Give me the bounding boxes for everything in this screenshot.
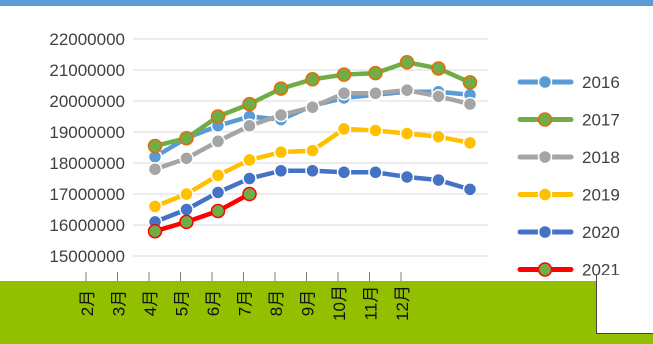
legend-label: 2019 bbox=[582, 186, 620, 205]
data-point-2019 bbox=[336, 121, 352, 137]
data-point-2019 bbox=[462, 135, 478, 151]
legend-label: 2016 bbox=[582, 73, 620, 92]
data-point-2018 bbox=[431, 89, 446, 104]
data-point-2021 bbox=[179, 214, 194, 230]
x-tick-label: 10月 bbox=[330, 285, 349, 321]
x-tick-label: 11月 bbox=[362, 286, 381, 321]
data-point-2019 bbox=[179, 186, 194, 202]
legend-item-2019: 2019 bbox=[517, 186, 620, 205]
data-point-2018 bbox=[147, 161, 163, 177]
y-tick-label: 18000000 bbox=[49, 154, 125, 173]
series-2019 bbox=[147, 121, 478, 214]
legend-item-2018: 2018 bbox=[517, 148, 620, 167]
y-tick-label: 19000000 bbox=[49, 123, 125, 142]
data-point-2020 bbox=[242, 171, 257, 186]
series-2018 bbox=[147, 82, 478, 177]
legend-label: 2018 bbox=[582, 148, 620, 167]
green-overlay-band bbox=[0, 281, 653, 344]
series-line-2021 bbox=[152, 191, 252, 234]
data-point-2021 bbox=[147, 223, 163, 239]
legend-swatch-marker bbox=[537, 262, 553, 277]
data-point-2019 bbox=[147, 199, 163, 214]
data-point-2020 bbox=[431, 172, 446, 188]
data-point-2020 bbox=[399, 169, 415, 185]
x-tick-label: 4月 bbox=[141, 290, 160, 316]
legend-swatch-marker bbox=[537, 149, 553, 165]
legend-item-2016: 2016 bbox=[517, 73, 620, 92]
legend-swatch-marker bbox=[537, 187, 553, 202]
legend-swatch-marker bbox=[537, 224, 553, 240]
legend-item-2017: 2017 bbox=[517, 111, 620, 130]
x-tick-label: 8月 bbox=[267, 290, 286, 316]
data-point-2020 bbox=[462, 182, 478, 197]
y-tick-label: 21000000 bbox=[49, 61, 125, 80]
data-point-2017 bbox=[210, 109, 226, 124]
data-point-2020 bbox=[210, 185, 226, 200]
data-point-2017 bbox=[431, 61, 446, 76]
data-point-2017 bbox=[147, 138, 163, 154]
legend-swatch-marker bbox=[537, 112, 553, 127]
y-tick-label: 17000000 bbox=[49, 185, 125, 204]
legend-label: 2017 bbox=[582, 111, 620, 130]
data-point-2021 bbox=[242, 186, 257, 202]
data-point-2020 bbox=[336, 165, 352, 180]
data-point-2019 bbox=[305, 143, 320, 158]
x-tick-label: 6月 bbox=[204, 290, 223, 316]
data-point-2021 bbox=[210, 203, 226, 219]
legend-item-2020: 2020 bbox=[517, 223, 620, 242]
legend-label: 2020 bbox=[582, 223, 620, 242]
data-point-2017 bbox=[336, 67, 352, 82]
data-point-2017 bbox=[179, 130, 194, 146]
data-point-2017 bbox=[305, 72, 320, 87]
data-point-2019 bbox=[368, 123, 383, 138]
series-2017 bbox=[147, 55, 478, 154]
data-point-2018 bbox=[305, 99, 320, 115]
data-point-2018 bbox=[179, 151, 194, 166]
legend-item-2021: 2021 bbox=[517, 261, 620, 280]
y-tick-label: 16000000 bbox=[49, 216, 125, 235]
x-tick-label: 9月 bbox=[299, 290, 318, 316]
data-point-2018 bbox=[273, 107, 289, 123]
data-point-2020 bbox=[368, 165, 383, 180]
legend-swatch-marker bbox=[537, 74, 553, 90]
data-point-2019 bbox=[242, 152, 257, 168]
data-point-2019 bbox=[399, 126, 415, 141]
data-point-2020 bbox=[273, 163, 289, 178]
side-panel-box bbox=[596, 275, 653, 334]
data-point-2019 bbox=[431, 129, 446, 144]
chart-top-border bbox=[0, 0, 653, 6]
data-point-2018 bbox=[210, 134, 226, 149]
data-point-2017 bbox=[368, 65, 383, 81]
legend-label: 2021 bbox=[582, 261, 620, 280]
y-tick-label: 15000000 bbox=[49, 247, 125, 266]
y-tick-label: 20000000 bbox=[49, 92, 125, 111]
data-point-2019 bbox=[273, 144, 289, 160]
data-point-2017 bbox=[462, 75, 478, 90]
data-point-2019 bbox=[210, 168, 226, 183]
data-point-2018 bbox=[242, 118, 257, 134]
data-point-2017 bbox=[242, 96, 257, 112]
data-point-2018 bbox=[399, 82, 415, 98]
x-tick-label: 5月 bbox=[173, 290, 192, 316]
series-2021 bbox=[147, 186, 257, 239]
data-point-2018 bbox=[462, 96, 478, 112]
y-axis-ticks: 15000000 16000000 17000000 18000000 19000000… bbox=[49, 30, 125, 266]
data-point-2018 bbox=[368, 86, 383, 101]
data-point-2018 bbox=[336, 86, 352, 101]
data-point-2017 bbox=[273, 81, 289, 96]
y-tick-label: 22000000 bbox=[49, 30, 125, 49]
legend: 2016 2017 2018 2019 2020 2021 bbox=[517, 73, 620, 280]
data-point-2020 bbox=[305, 163, 320, 178]
x-tick-label: 12月 bbox=[393, 285, 412, 321]
x-tick-label: 3月 bbox=[110, 290, 129, 316]
data-point-2017 bbox=[399, 55, 415, 70]
x-axis-ticks bbox=[85, 272, 402, 281]
series-lines bbox=[147, 55, 478, 239]
x-tick-label: 7月 bbox=[236, 290, 255, 316]
x-tick-label: 2月 bbox=[78, 290, 97, 316]
